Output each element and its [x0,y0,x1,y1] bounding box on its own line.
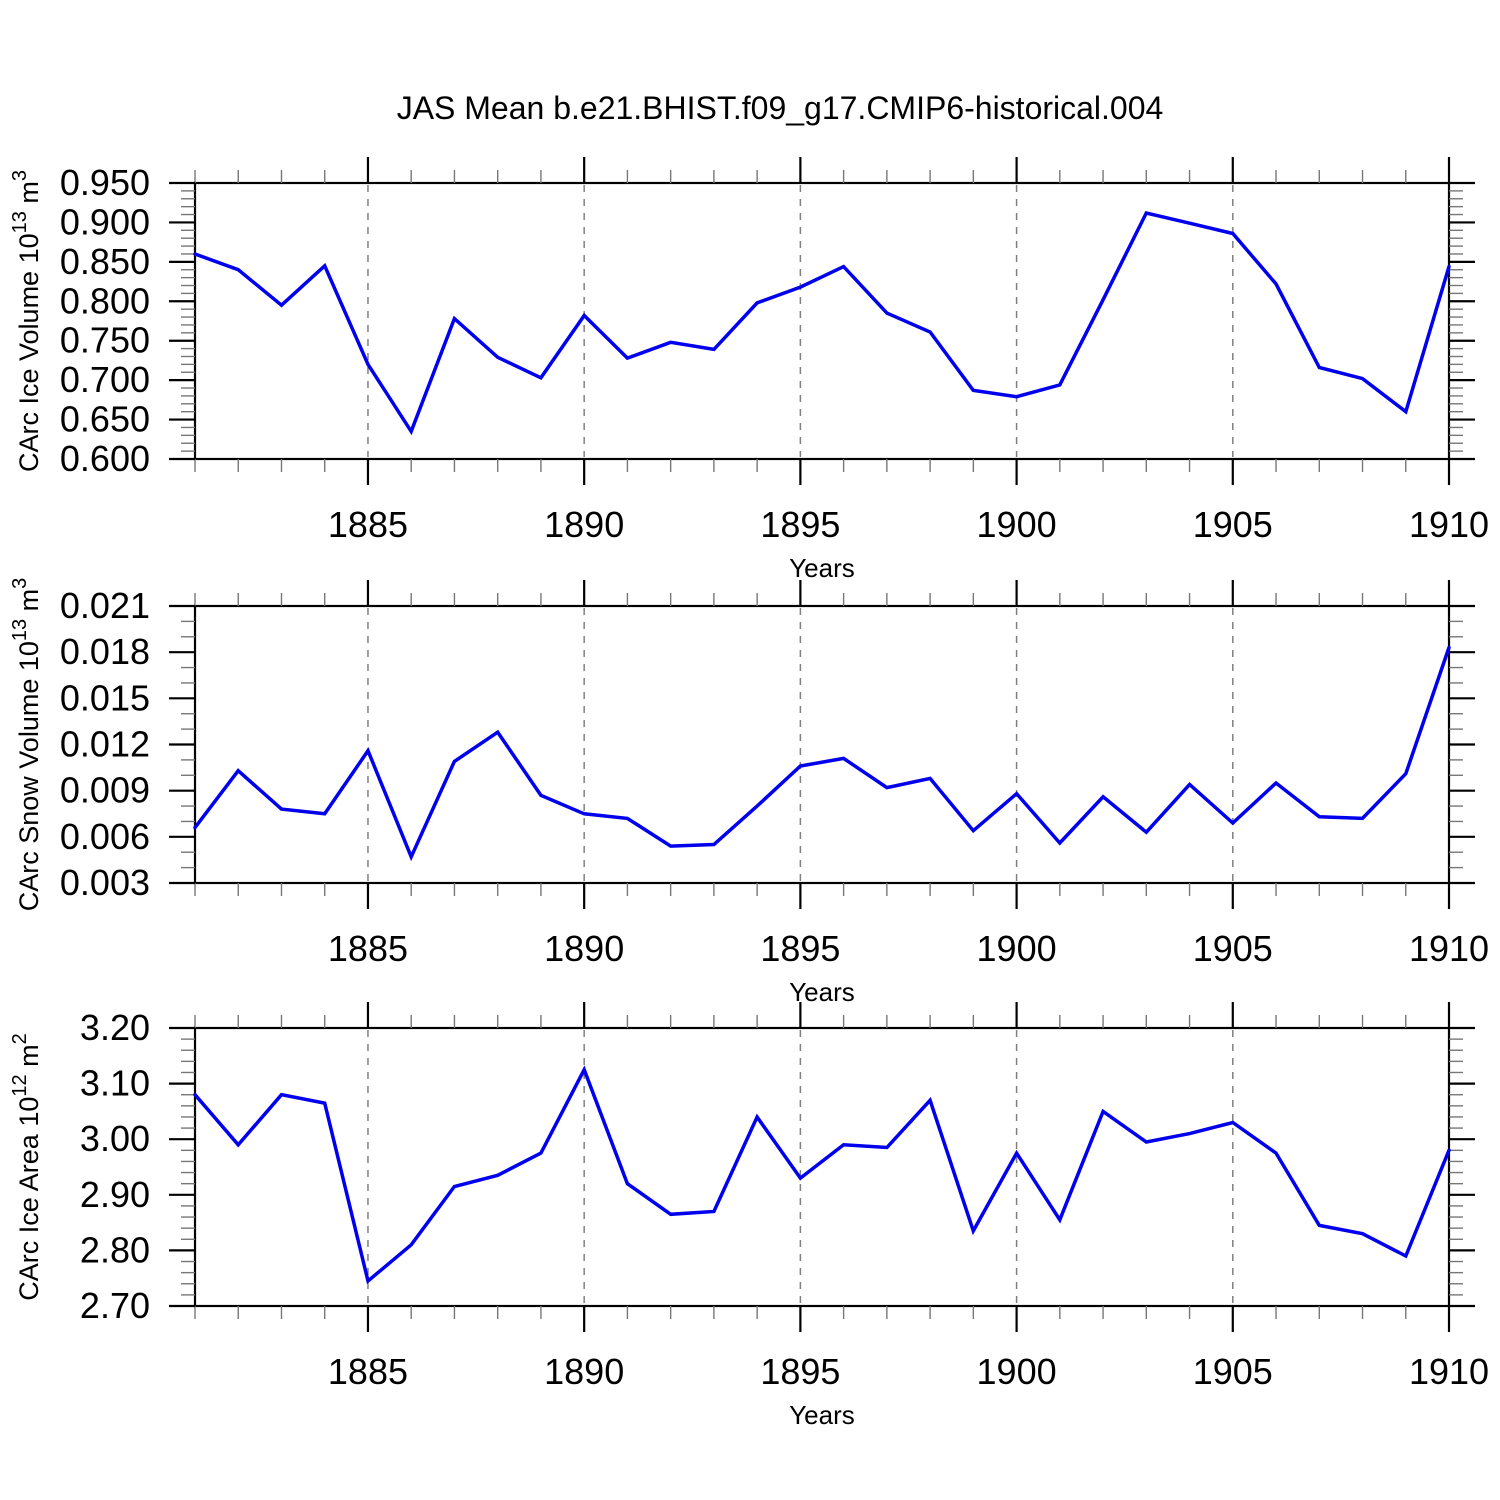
ice-area-y-tick-label: 3.00 [80,1118,150,1159]
ice-volume-y-axis-title: CArc Ice Volume 1013 m3 [9,170,44,472]
ice-volume-y-tick-label: 0.850 [60,241,150,282]
ice-volume-y-tick-label: 0.750 [60,320,150,361]
ice-volume-y-tick-label: 0.650 [60,399,150,440]
ice-volume-x-tick-label: 1905 [1193,504,1273,545]
ice-volume-x-tick-label: 1885 [328,504,408,545]
ice-volume-x-tick-label: 1895 [760,504,840,545]
ice-area-x-tick-label: 1885 [328,1351,408,1392]
ice-volume-x-tick-label: 1900 [977,504,1057,545]
ice-area-y-axis-title: CArc Ice Area 1012 m2 [9,1033,44,1300]
ice-area-x-tick-label: 1905 [1193,1351,1273,1392]
snow-volume-y-tick-label: 0.015 [60,677,150,718]
snow-volume-x-tick-label: 1895 [760,928,840,969]
snow-volume-x-tick-label: 1910 [1409,928,1489,969]
ice-area-y-tick-label: 3.20 [80,1007,150,1048]
ice-volume-y-tick-label: 0.950 [60,162,150,203]
snow-volume-frame [193,604,1451,885]
ice-area-x-axis-title: Years [789,1400,855,1430]
snow-volume-y-tick-label: 0.006 [60,816,150,857]
snow-volume-y-tick-label: 0.012 [60,724,150,765]
ice-volume-frame [193,181,1451,461]
ice-area-series-line [193,1065,1451,1285]
snow-volume-x-axis-title: Years [789,977,855,1007]
ice-area-frame [193,1026,1451,1308]
snow-volume-x-tick-label: 1900 [977,928,1057,969]
ice-volume-x-tick-label: 1890 [544,504,624,545]
snow-volume-x-tick-label: 1890 [544,928,624,969]
ice-volume-x-axis-title: Years [789,553,855,583]
ice-volume-series-line [193,210,1451,436]
ice-volume-y-tick-label: 0.800 [60,280,150,321]
ice-area-x-tick-label: 1900 [977,1351,1057,1392]
ice-area-y-tick-label: 2.90 [80,1174,150,1215]
ice-area-x-tick-label: 1895 [760,1351,840,1392]
ice-area-x-tick-label: 1910 [1409,1351,1489,1392]
ice-area-y-tick-label: 2.70 [80,1285,150,1326]
snow-volume-y-axis-title: CArc Snow Volume 1013 m3 [9,578,44,912]
snow-volume-x-tick-label: 1885 [328,928,408,969]
snow-volume-y-tick-label: 0.003 [60,862,150,903]
ice-area-x-tick-label: 1890 [544,1351,624,1392]
snow-volume-y-tick-label: 0.018 [60,631,150,672]
figure-title: JAS Mean b.e21.BHIST.f09_g17.CMIP6-histo… [396,90,1164,126]
ice-volume-y-tick-label: 0.900 [60,201,150,242]
ice-volume-y-tick-label: 0.600 [60,438,150,479]
snow-volume-y-tick-label: 0.021 [60,585,150,626]
ice-area-y-tick-label: 2.80 [80,1229,150,1270]
snow-volume-x-tick-label: 1905 [1193,928,1273,969]
ice-volume-x-tick-label: 1910 [1409,504,1489,545]
snow-volume-series-line [193,645,1451,862]
snow-volume-y-tick-label: 0.009 [60,770,150,811]
ice-area-y-tick-label: 3.10 [80,1063,150,1104]
ice-volume-y-tick-label: 0.700 [60,359,150,400]
